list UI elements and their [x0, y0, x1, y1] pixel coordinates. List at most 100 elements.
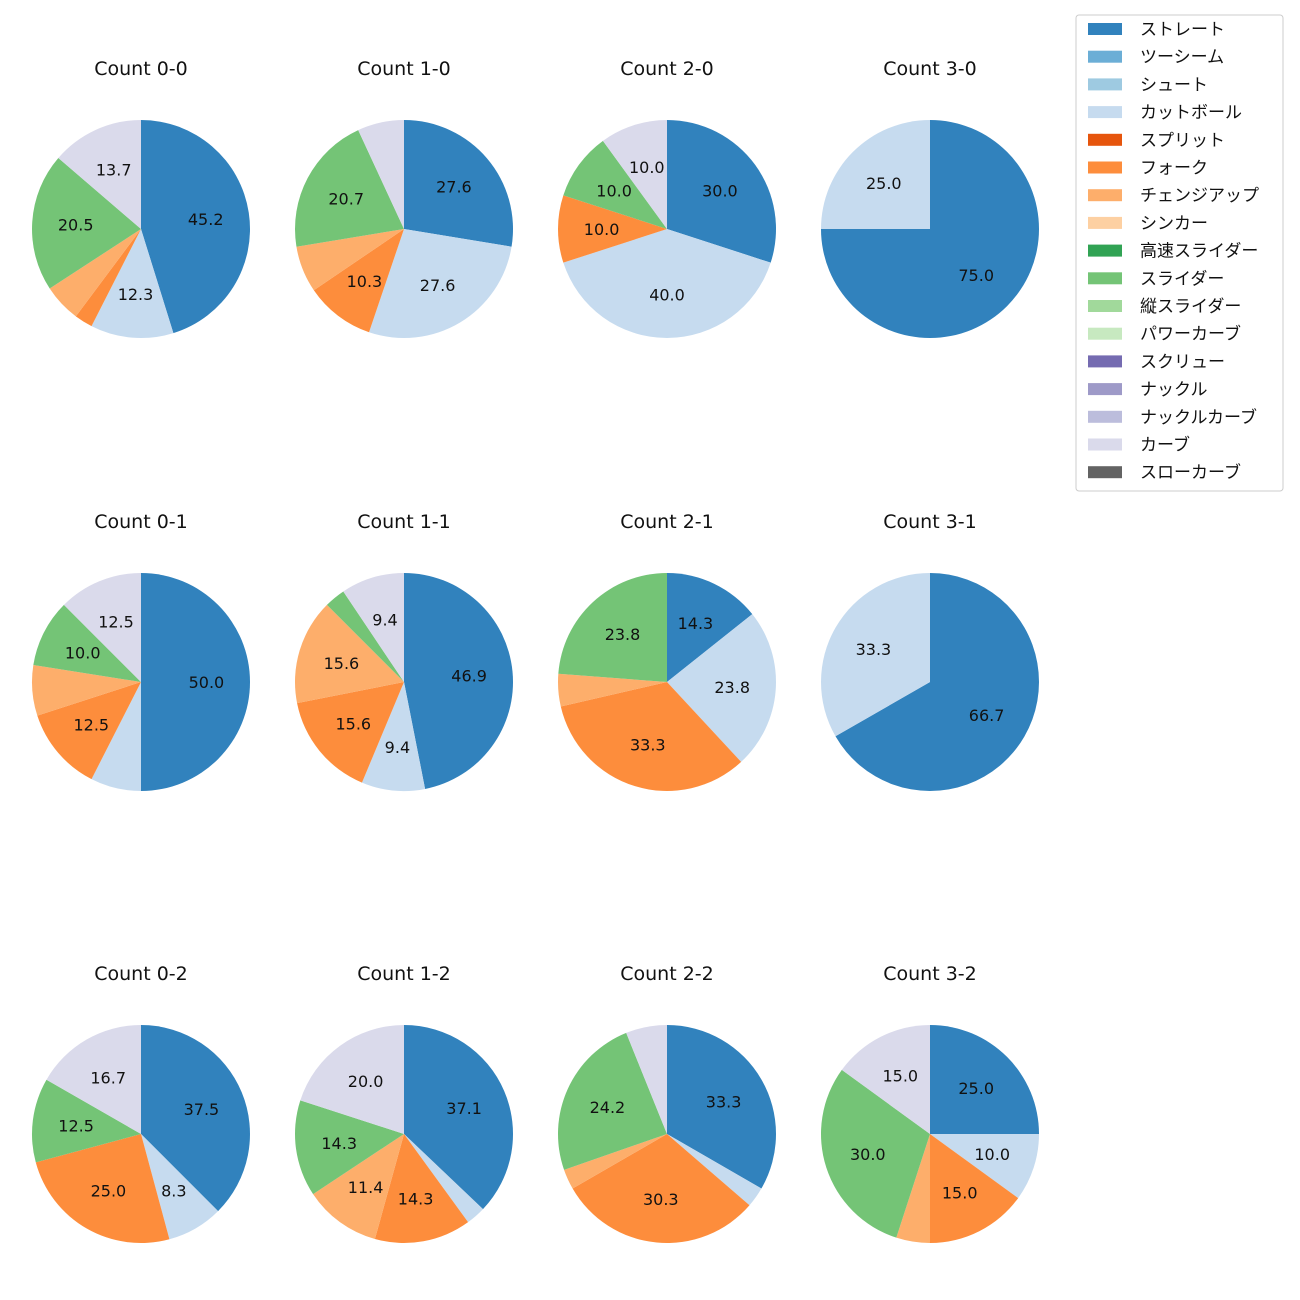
- slice-label: 45.2: [188, 210, 224, 229]
- pie-slice: [572, 1134, 750, 1244]
- pie-panel: Count 1-0 27.6 27.6 10.3 20.7: [294, 58, 514, 338]
- pie-title: Count 2-2: [620, 963, 714, 985]
- pie-slice: [141, 573, 250, 791]
- pie-slice: [560, 682, 742, 791]
- slice-label: 12.3: [118, 285, 154, 304]
- pie-slice: [563, 140, 667, 229]
- pie-slice: [75, 229, 141, 327]
- legend-swatch: [1088, 50, 1122, 63]
- slice-label: 23.8: [605, 625, 641, 644]
- slice-label: 16.7: [90, 1068, 126, 1087]
- pie-panels: Count 0-0 45.2 12.3 20.5 13.7 Count 1-0 27.6 27…: [31, 58, 1040, 1244]
- legend-label: ツーシーム: [1140, 48, 1224, 68]
- legend-swatch: [1088, 161, 1122, 174]
- pie-slice: [602, 120, 667, 229]
- legend-swatch: [1088, 355, 1122, 368]
- slice-label: 37.5: [184, 1100, 220, 1119]
- pie-slice: [63, 573, 141, 682]
- slice-label: 10.0: [584, 220, 620, 239]
- legend-label: カットボール: [1140, 103, 1242, 123]
- slice-label: 30.3: [643, 1190, 679, 1209]
- legend-swatch: [1088, 272, 1122, 285]
- pie-slice: [558, 1032, 667, 1170]
- slice-label: 23.8: [714, 678, 750, 697]
- slice-label: 10.0: [974, 1145, 1010, 1164]
- legend-label: 高速スライダー: [1140, 242, 1258, 262]
- pie-slice: [91, 682, 141, 791]
- pie-slice: [667, 120, 777, 263]
- pie-panel: Count 3-0 75.0 25.0: [821, 58, 1039, 338]
- slice-label: 8.3: [161, 1182, 186, 1201]
- slice-label: 10.0: [629, 158, 665, 177]
- pie-slice: [404, 573, 514, 789]
- slice-label: 20.5: [58, 216, 94, 235]
- pie-panel: Count 0-0 45.2 12.3 20.5 13.7: [31, 58, 251, 338]
- pie-title: Count 3-0: [883, 58, 977, 80]
- pie-slice: [31, 664, 141, 716]
- slice-label: 13.7: [96, 161, 132, 180]
- pie-slice: [31, 157, 142, 289]
- pie-panel: Count 1-1 46.9 9.4 15.6 15.6 9.4: [295, 511, 514, 792]
- legend-swatch: [1088, 216, 1122, 229]
- pie-slice: [141, 1025, 250, 1212]
- legend: ストレートツーシームシュートカットボールスプリットフォークチェンジアップシンカー…: [1075, 14, 1284, 492]
- legend-swatch: [1088, 410, 1122, 423]
- pie-slice: [626, 1025, 667, 1134]
- pie-title: Count 2-0: [620, 58, 714, 80]
- legend-label: パワーカーブ: [1140, 324, 1241, 345]
- pie-slice: [835, 573, 1040, 791]
- pie-panel: Count 0-2 37.5 8.3 25.0 12.5 16.7: [31, 963, 250, 1244]
- slice-label: 27.6: [436, 178, 472, 197]
- slice-label: 66.7: [969, 706, 1005, 725]
- pie-panel: Count 2-2 33.3 30.3 24.2: [558, 963, 777, 1244]
- slice-label: 10.0: [596, 182, 632, 201]
- slice-label: 11.4: [348, 1178, 384, 1197]
- legend-label: 縦スライダー: [1140, 297, 1241, 317]
- slice-label: 75.0: [958, 266, 994, 285]
- pie-slice: [930, 1134, 1039, 1199]
- slice-label: 14.3: [321, 1134, 357, 1153]
- pie-panel: Count 2-1 14.3 23.8 33.3 23.8: [558, 511, 776, 791]
- pie-slice: [667, 1025, 777, 1189]
- slice-label: 12.5: [58, 1117, 94, 1136]
- pie-slice: [404, 1025, 513, 1210]
- slice-label: 12.5: [98, 613, 134, 632]
- legend-swatch: [1088, 300, 1122, 312]
- pie-title: Count 1-0: [357, 58, 451, 80]
- pie-slice: [557, 195, 667, 263]
- legend-label: スプリット: [1140, 131, 1225, 151]
- legend-label: ナックルカーブ: [1140, 407, 1257, 428]
- slice-label: 15.0: [942, 1183, 978, 1202]
- legend-label: ナックル: [1140, 380, 1208, 400]
- slice-label: 50.0: [189, 673, 225, 692]
- slice-label: 33.3: [706, 1092, 742, 1111]
- legend-swatch: [1088, 133, 1122, 146]
- pie-slice: [558, 573, 667, 682]
- pie-slice: [141, 120, 251, 334]
- pie-slice: [294, 130, 404, 247]
- pie-slice: [37, 682, 141, 780]
- slice-label: 12.5: [73, 716, 109, 735]
- pie-slice: [896, 1134, 930, 1243]
- pie-title: Count 0-0: [94, 58, 188, 80]
- pie-slice: [31, 1079, 142, 1163]
- legend-swatch: [1088, 383, 1122, 396]
- legend-label: カーブ: [1140, 435, 1190, 456]
- slice-label: 30.0: [702, 182, 738, 201]
- pie-panel: Count 3-2 25.0 10.0 15.0 30.0 15.0: [820, 963, 1039, 1243]
- legend-swatch: [1088, 438, 1122, 451]
- pie-title: Count 3-2: [883, 963, 977, 985]
- pie-slice: [558, 673, 667, 707]
- slice-label: 25.0: [91, 1182, 127, 1201]
- slice-label: 14.3: [398, 1189, 434, 1208]
- legend-box: [1075, 14, 1284, 492]
- pie-slice: [297, 682, 404, 783]
- pie-slice: [295, 604, 404, 704]
- legend-label: ストレート: [1140, 20, 1225, 40]
- legend-label: フォーク: [1140, 159, 1208, 179]
- legend-label: シンカー: [1140, 214, 1208, 234]
- slice-label: 37.1: [446, 1099, 482, 1118]
- pie-title: Count 1-2: [357, 963, 451, 985]
- pie-title: Count 0-1: [94, 511, 188, 533]
